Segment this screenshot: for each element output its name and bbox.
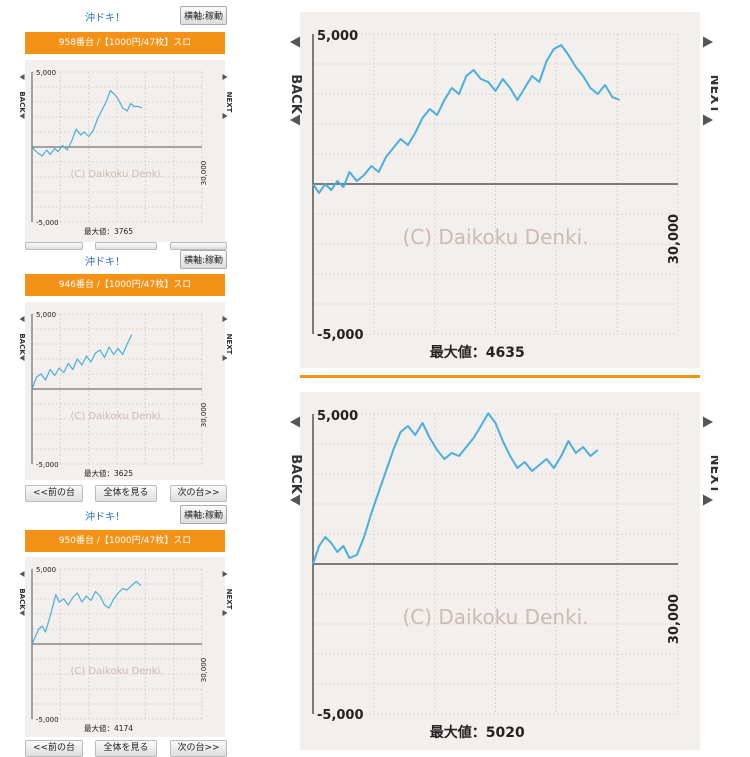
view-all-button[interactable] [95, 242, 157, 250]
back-label: BACK [18, 588, 26, 610]
series-line [31, 334, 133, 390]
next-arrow-icon [222, 355, 228, 361]
machine-label: 946番台 /【1000円/47枚】スロ [25, 274, 225, 296]
machine-label: 950番台 /【1000円/47枚】スロ [25, 530, 225, 552]
next-arrow-icon [222, 74, 228, 80]
axis-toggle-button[interactable]: 横軸:稼動 [180, 505, 228, 524]
next-machine-button[interactable]: 次の台>> [170, 740, 227, 757]
watermark: (C) Daikoku Denki. [70, 169, 163, 180]
watermark: (C) Daikoku Denki. [402, 605, 588, 629]
watermark: (C) Daikoku Denki. [70, 411, 163, 422]
next-machine-button[interactable]: 次の台>> [170, 485, 227, 502]
max-value-label: 最大値：5020 [430, 724, 525, 741]
chart-background [25, 302, 225, 480]
series-line [312, 44, 620, 194]
divider-bar [300, 375, 700, 378]
back-arrow-icon [19, 113, 25, 119]
y-tick-label: 5,000 [317, 409, 358, 424]
y-tick-label: -5,000 [36, 461, 59, 469]
back-arrow-icon [290, 416, 300, 428]
back-arrow-icon [19, 355, 25, 361]
next-label: NEXT [225, 589, 233, 610]
y-tick-label: -5,000 [317, 328, 364, 343]
prev-machine-button[interactable]: <<前の台 [25, 485, 83, 502]
next-arrow-icon [703, 114, 713, 126]
back-arrow-icon [290, 494, 300, 506]
next-arrow-icon [703, 494, 713, 506]
back-label: BACK [18, 91, 26, 113]
next-machine-button[interactable] [170, 242, 227, 250]
max-value-label: 最大値：3625 [84, 468, 133, 478]
next-arrow-icon [222, 610, 228, 616]
next-label: NEXT [707, 75, 718, 114]
y-tick-label: 5,000 [317, 29, 358, 44]
chart-946: (C) Daikoku Denki. 5,000 -5,000 30,000 BACK N… [18, 311, 233, 478]
next-label: NEXT [225, 92, 233, 113]
back-arrow-icon [19, 610, 25, 616]
chart-950: (C) Daikoku Denki. 5,000 -5,000 30,000 BACK N… [18, 566, 233, 733]
chart-large-upper: (C) Daikoku Denki. 5,000 -5,000 30,000 BACK N… [288, 29, 718, 361]
next-arrow-icon [222, 316, 228, 322]
watermark: (C) Daikoku Denki. [70, 666, 163, 677]
prev-machine-button[interactable]: <<前の台 [25, 740, 83, 757]
title-link[interactable]: 沖ドキ！ [85, 13, 125, 24]
back-label: BACK [288, 454, 303, 495]
back-label: BACK [18, 333, 26, 355]
series-line [31, 89, 143, 157]
series-line [31, 580, 142, 645]
chart-958: (C) Daikoku Denki. 5,000 -5,000 30,000 BACK N… [18, 69, 233, 236]
x-tick-label: 30,000 [667, 594, 682, 644]
prev-machine-button[interactable] [25, 242, 83, 250]
chart-background [300, 392, 700, 750]
y-tick-label: -5,000 [36, 716, 59, 724]
chart-background [25, 557, 225, 737]
chart-background [300, 12, 700, 368]
chart-large-lower: (C) Daikoku Denki. 5,000 -5,000 30,000 BACK N… [288, 409, 718, 741]
max-value-label: 最大値：4635 [430, 344, 525, 361]
title-link[interactable]: 沖ドキ！ [85, 512, 125, 523]
back-arrow-icon [290, 36, 300, 48]
machine-label: 958番台 /【1000円/47枚】スロ [25, 32, 225, 54]
y-tick-label: -5,000 [36, 219, 59, 227]
next-arrow-icon [703, 416, 713, 428]
series-line [312, 412, 599, 565]
y-tick-label: -5,000 [317, 708, 364, 723]
x-tick-label: 30,000 [200, 403, 208, 428]
x-tick-label: 30,000 [200, 161, 208, 186]
y-tick-label: 5,000 [36, 69, 56, 77]
back-label: BACK [288, 74, 303, 115]
axis-toggle-button[interactable]: 横軸:稼動 [180, 250, 228, 269]
back-arrow-icon [19, 571, 25, 577]
next-label: NEXT [225, 334, 233, 355]
next-label: NEXT [707, 455, 718, 494]
title-link[interactable]: 沖ドキ！ [85, 257, 125, 268]
watermark: (C) Daikoku Denki. [402, 225, 588, 249]
next-arrow-icon [703, 36, 713, 48]
x-tick-label: 30,000 [667, 214, 682, 264]
y-tick-label: 5,000 [36, 311, 56, 319]
back-arrow-icon [19, 316, 25, 322]
y-tick-label: 5,000 [36, 566, 56, 574]
max-value-label: 最大値：3765 [84, 226, 133, 236]
back-arrow-icon [19, 74, 25, 80]
view-all-button[interactable]: 全体を見る [95, 485, 157, 502]
max-value-label: 最大値：4174 [84, 723, 133, 733]
x-tick-label: 30,000 [200, 658, 208, 683]
next-arrow-icon [222, 113, 228, 119]
view-all-button[interactable]: 全体を見る [95, 740, 157, 757]
next-arrow-icon [222, 571, 228, 577]
back-arrow-icon [290, 114, 300, 126]
axis-toggle-button[interactable]: 横軸:稼動 [180, 6, 228, 25]
